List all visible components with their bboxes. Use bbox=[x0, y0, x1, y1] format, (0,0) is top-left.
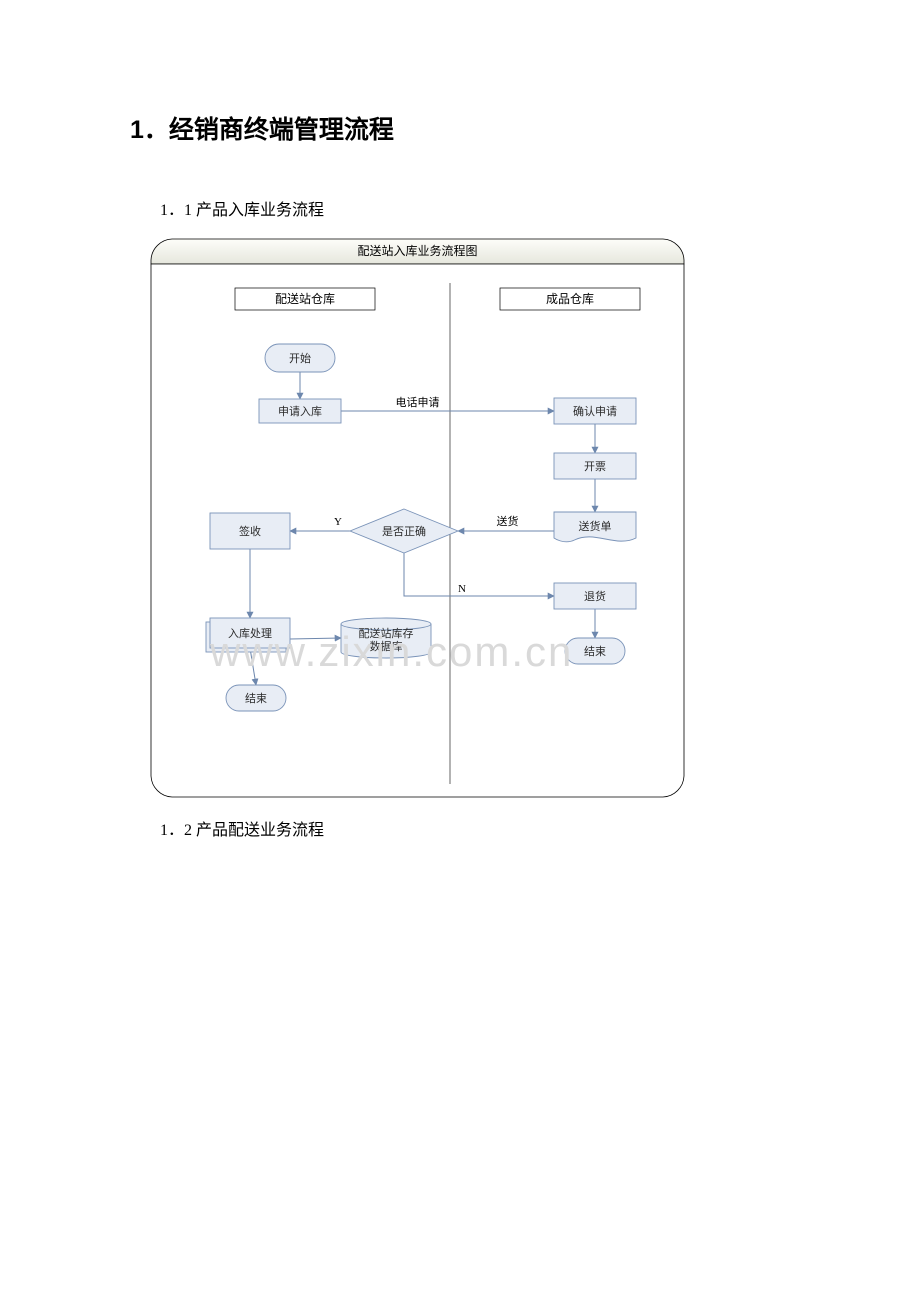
svg-text:电话申请: 电话申请 bbox=[396, 396, 440, 409]
svg-text:是否正确: 是否正确 bbox=[382, 525, 426, 538]
flowchart-container: www.zixin.com.cn 配送站入库业务流程图配送站仓库成品仓库电话申请… bbox=[150, 238, 685, 798]
heading-sub-2: 1．2 产品配送业务流程 bbox=[160, 816, 790, 840]
svg-text:开票: 开票 bbox=[584, 460, 606, 473]
svg-text:开始: 开始 bbox=[289, 351, 311, 365]
svg-text:申请入库: 申请入库 bbox=[278, 405, 322, 418]
heading-main: 1．经销商终端管理流程 bbox=[130, 110, 790, 146]
flowchart-svg: 配送站入库业务流程图配送站仓库 成品仓库电话申请送货 Y N 开始申请入库 确认申请开票送… bbox=[150, 238, 685, 798]
svg-text:成品仓库: 成品仓库 bbox=[546, 291, 594, 306]
svg-text:结束: 结束 bbox=[584, 645, 606, 658]
svg-text:送货单: 送货单 bbox=[579, 519, 612, 533]
svg-text:确认申请: 确认申请 bbox=[573, 405, 617, 418]
svg-text:退货: 退货 bbox=[584, 589, 606, 603]
heading-sub-1: 1．1 产品入库业务流程 bbox=[160, 196, 790, 220]
svg-text:结束: 结束 bbox=[245, 692, 267, 705]
svg-text:入库处理: 入库处理 bbox=[228, 627, 272, 640]
svg-text:配送站仓库: 配送站仓库 bbox=[275, 291, 335, 306]
svg-text:N: N bbox=[458, 583, 466, 595]
document-page: 1．经销商终端管理流程 1．1 产品入库业务流程 www.zixin.com.c… bbox=[0, 0, 920, 1302]
svg-text:签收: 签收 bbox=[239, 524, 261, 538]
svg-text:配送站入库业务流程图: 配送站入库业务流程图 bbox=[357, 243, 477, 258]
svg-text:送货: 送货 bbox=[497, 514, 519, 528]
svg-text:Y: Y bbox=[334, 516, 342, 528]
svg-text:配送站库存: 配送站库存 bbox=[359, 626, 414, 640]
svg-text:数据库: 数据库 bbox=[370, 639, 403, 653]
